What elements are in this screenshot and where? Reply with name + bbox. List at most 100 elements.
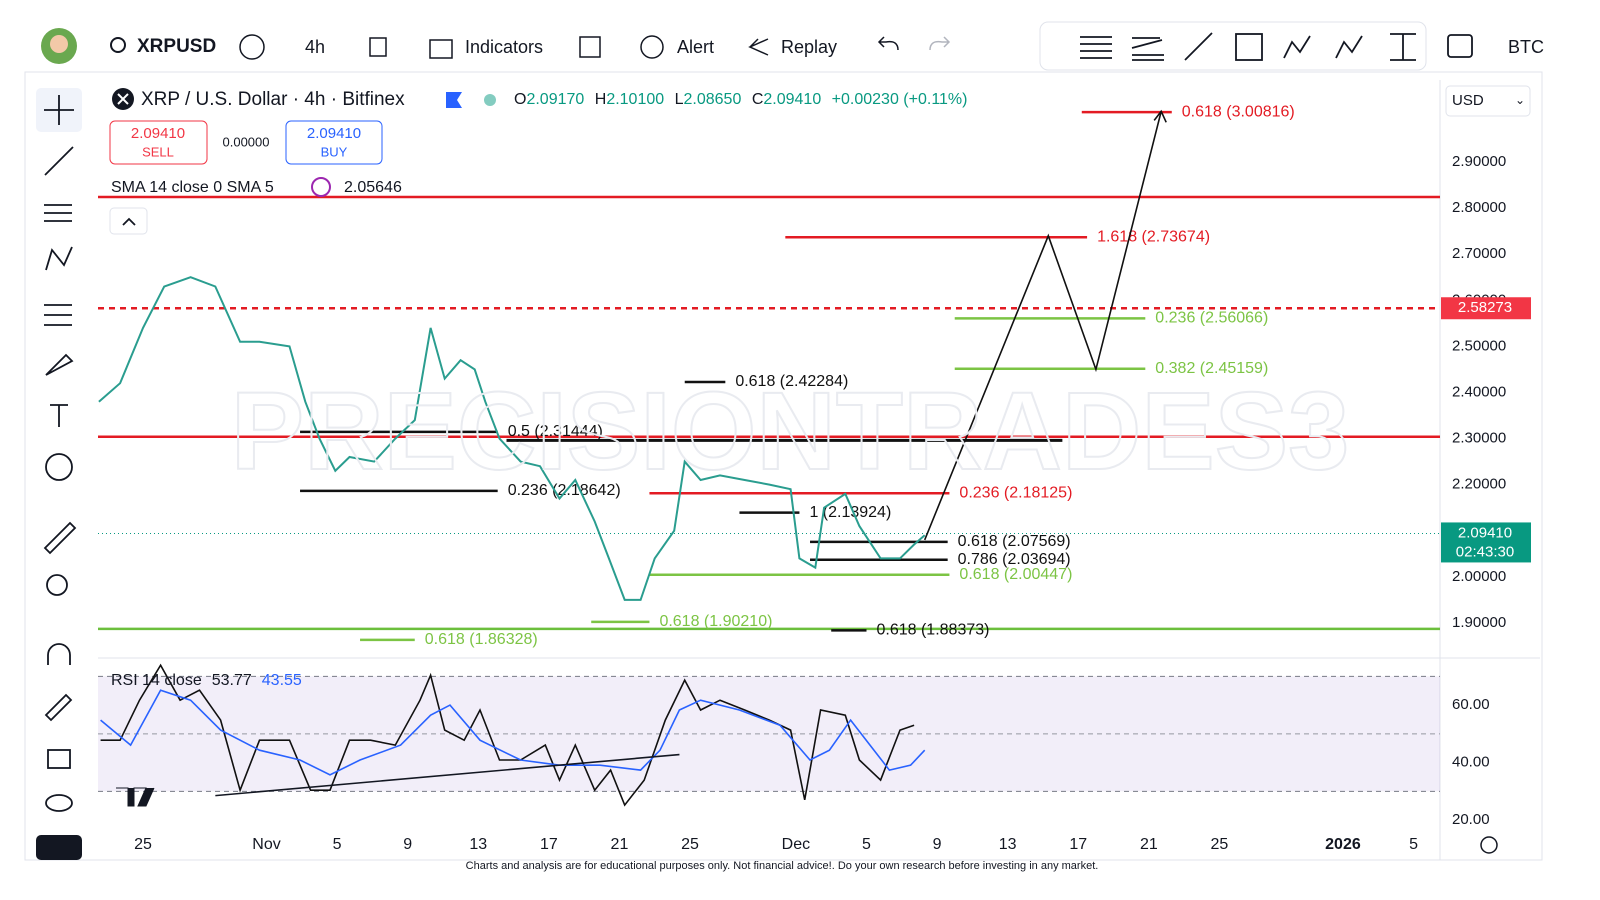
sell-button[interactable]	[109, 120, 208, 165]
x-tick-label: 9	[403, 836, 412, 853]
currency-select[interactable]	[1445, 85, 1531, 117]
collapse-icon	[122, 217, 136, 226]
rsi-legend: RSI 14 close 53.77 43.55	[111, 672, 302, 689]
level-label: 0.618 (1.88373)	[876, 622, 989, 639]
x-tick-label: 25	[1211, 836, 1229, 853]
legend-title: XRP / U.S. Dollar · 4h · Bitfinex	[141, 89, 405, 110]
rsi-title: RSI 14 close	[111, 672, 202, 689]
low: 2.08650	[684, 91, 742, 108]
chart-type-icon[interactable]	[369, 37, 387, 57]
price-badge	[1441, 522, 1531, 563]
plot-area: 25 Nov 5 9 13 17 21 25 Dec 5 9 13 17 21 25 2026 5 1.90000…	[98, 80, 1540, 860]
y-tick-label: 20.00	[1452, 811, 1490, 828]
x-tick-label: 5	[333, 836, 342, 853]
buy-button[interactable]	[285, 120, 383, 165]
x-tick-label: 21	[1140, 836, 1158, 853]
y-tick-label: 2.50000	[1452, 337, 1506, 354]
y-tick-label: 1.90000	[1452, 614, 1506, 631]
close: 2.09410	[763, 91, 821, 108]
rsi-trendline	[215, 753, 680, 797]
x-tick-label: 13	[469, 836, 487, 853]
y-tick-label: 40.00	[1452, 754, 1490, 771]
add-symbol[interactable]	[239, 34, 265, 60]
y-tick-label: 2.20000	[1452, 476, 1506, 493]
disclaimer: Charts and analysis are for educational …	[466, 860, 1099, 872]
y-tick-label: 2.80000	[1452, 199, 1506, 216]
flag[interactable]	[446, 92, 462, 108]
status-dot	[484, 94, 496, 106]
buy-price: 2.09410	[307, 125, 361, 142]
price-badge-label: 2.58273	[1458, 299, 1512, 316]
alert-icon	[640, 35, 664, 59]
level-label: 0.236 (2.18125)	[959, 484, 1072, 501]
indicators-icon	[429, 39, 453, 59]
indicators-button[interactable]: Indicators	[465, 37, 543, 57]
level-label: 0.5 (2.31444)	[508, 423, 603, 440]
y-tick-label: 2.70000	[1452, 245, 1506, 262]
settings-icon[interactable]	[1480, 836, 1498, 854]
x-tick-label: 9	[933, 836, 942, 853]
level-label: 0.618 (1.90210)	[659, 613, 772, 630]
screenshot-icon[interactable]	[1447, 34, 1473, 58]
level-label: 0.618 (2.07569)	[958, 533, 1071, 550]
drawing-toolbar	[1039, 21, 1427, 71]
spread: 0.00000	[223, 134, 270, 149]
frame	[24, 71, 1543, 861]
ohlc: O2.09170 H2.10100 L2.08650 C2.09410 +0.0…	[514, 91, 967, 108]
x-tick-label: Nov	[252, 836, 280, 853]
layouts-icon[interactable]	[579, 36, 601, 58]
level-label: 1.618 (2.73674)	[1097, 228, 1210, 245]
alert-button[interactable]: Alert	[677, 37, 714, 57]
x-tick-label: Dec	[782, 836, 810, 853]
interval[interactable]: 4h	[305, 37, 325, 57]
level-label: 0.618 (2.42284)	[735, 373, 848, 390]
tv-logo	[116, 787, 155, 807]
price-badge-label: 2.09410	[1458, 524, 1512, 541]
y-tick-label: 2.30000	[1452, 430, 1506, 447]
level-label: 0.618 (3.00816)	[1182, 103, 1295, 120]
symbol-right: BTC	[1508, 37, 1544, 57]
collapse-button[interactable]	[109, 207, 148, 235]
undo[interactable]	[877, 36, 899, 51]
h-label: H	[595, 91, 607, 108]
series-line	[98, 276, 926, 601]
sell-price: 2.09410	[131, 125, 185, 142]
x-tick-label: 17	[540, 836, 558, 853]
sma-name: SMA 14 close 0 SMA 5	[111, 179, 274, 196]
level-label: 0.236 (2.18642)	[508, 482, 621, 499]
sma-value: 2.05646	[344, 179, 402, 196]
drawing-tools[interactable]	[1080, 32, 1416, 61]
y-tick-label: 60.00	[1452, 696, 1490, 713]
redo[interactable]	[929, 36, 951, 51]
x-tick-label: 13	[999, 836, 1017, 853]
rsi-reading: 43.55	[262, 672, 302, 689]
projection-arrow	[1153, 109, 1167, 123]
replay-icon	[748, 38, 769, 56]
logo-x	[117, 93, 129, 105]
c-label: C	[752, 91, 764, 108]
x-tick-label: 25	[134, 836, 152, 853]
l-label: L	[675, 91, 684, 108]
sell-label: SELL	[142, 144, 174, 159]
change: +0.00230 (+0.11%)	[832, 91, 968, 108]
level-label: 0.382 (2.45159)	[1155, 360, 1268, 377]
price-badge	[1441, 297, 1531, 320]
rsi-reading: 53.77	[212, 672, 252, 689]
y-tick-label: 2.00000	[1452, 568, 1506, 585]
tool-dark[interactable]	[36, 835, 82, 860]
projection-line	[923, 111, 1162, 541]
left-tools[interactable]	[43, 95, 77, 812]
high: 2.10100	[606, 91, 664, 108]
search-icon	[110, 37, 126, 53]
x-tick-label: 2026	[1325, 836, 1361, 853]
y-tick-label: 2.40000	[1452, 383, 1506, 400]
symbol[interactable]: XRPUSD	[137, 36, 216, 57]
replay-button[interactable]: Replay	[781, 37, 837, 57]
level-label: 0.786 (2.03694)	[958, 551, 1071, 568]
y-tick-label: 2.90000	[1452, 153, 1506, 170]
buy-label: BUY	[321, 144, 348, 159]
level-label: 0.236 (2.56066)	[1155, 310, 1268, 327]
